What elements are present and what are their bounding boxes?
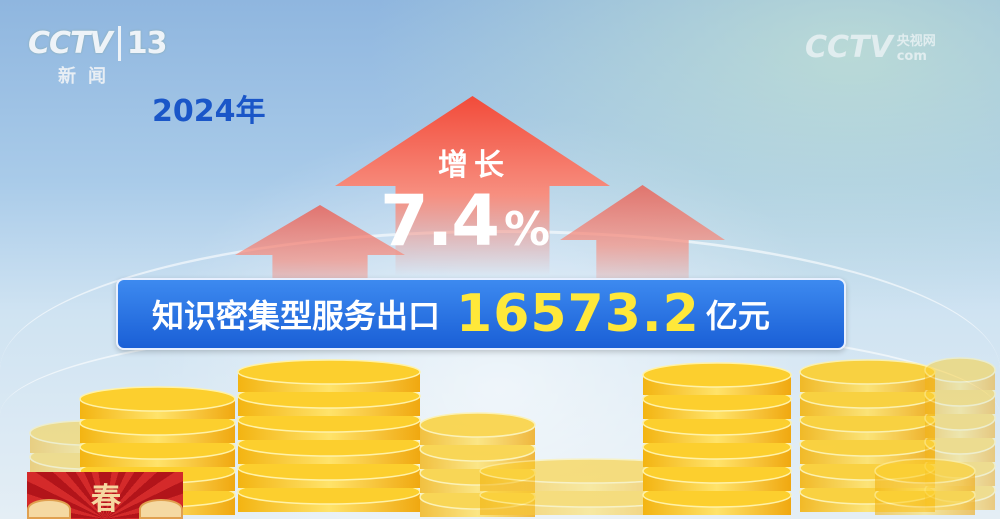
growth-label: 增长 (438, 148, 510, 183)
banner-value: 16573.2 (456, 284, 700, 344)
banner-label: 知识密集型服务出口 (152, 297, 441, 335)
channel-name: 新闻 (58, 66, 118, 87)
year-label: 2024年 (152, 94, 266, 129)
export-banner: 知识密集型服务出口 16573.2 亿元 (116, 278, 846, 350)
coin-stack (874, 458, 976, 515)
coin-stack (642, 362, 792, 515)
promo-character: 春 (91, 482, 121, 517)
cloud-decoration (27, 499, 71, 519)
growth-value: 7.4% (380, 180, 550, 262)
coin-stack (237, 359, 421, 512)
cloud-decoration (139, 499, 183, 519)
cctv13-logo: CCTV 13 (28, 26, 167, 61)
banner-unit: 亿元 (705, 297, 770, 335)
promo-thumbnail[interactable]: 春 (27, 472, 183, 519)
cctv-com-watermark: CCTV 央视网 com (805, 30, 936, 65)
